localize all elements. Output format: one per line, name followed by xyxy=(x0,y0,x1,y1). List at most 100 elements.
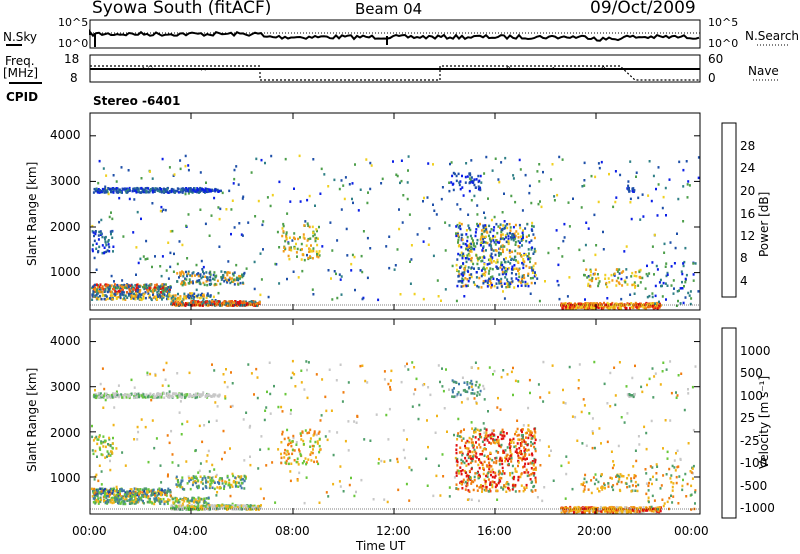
power-data-point xyxy=(102,167,105,170)
velocity-data-point xyxy=(257,508,260,511)
velocity-data-point xyxy=(236,507,239,511)
power-data-point xyxy=(167,277,170,280)
velocity-data-point xyxy=(235,481,238,484)
power-data-point xyxy=(327,185,330,188)
velocity-data-point xyxy=(223,487,225,490)
power-data-point xyxy=(377,298,380,302)
power-data-point xyxy=(523,276,526,280)
power-data-point xyxy=(224,276,227,280)
power-data-point xyxy=(467,245,470,249)
velocity-data-point xyxy=(152,488,155,492)
power-data-point xyxy=(190,294,193,298)
velocity-data-point xyxy=(289,412,292,415)
velocity-data-point xyxy=(247,504,250,508)
power-data-point xyxy=(208,189,211,193)
velocity-data-point xyxy=(104,490,107,493)
power-data-point xyxy=(192,281,194,285)
velocity-data-point xyxy=(206,505,209,508)
power-data-point xyxy=(212,273,215,277)
power-data-point xyxy=(229,300,232,303)
power-data-point xyxy=(470,242,473,246)
power-data-point xyxy=(135,283,138,287)
power-data-point xyxy=(493,226,496,229)
power-data-point xyxy=(219,282,222,286)
power-data-point xyxy=(602,248,605,251)
power-data-point xyxy=(333,270,336,273)
power-data-point xyxy=(580,206,583,209)
power-data-point xyxy=(585,268,588,271)
power-data-point xyxy=(666,273,669,276)
velocity-data-point xyxy=(478,499,480,503)
velocity-data-point xyxy=(218,485,221,489)
power-data-point xyxy=(626,283,629,286)
power-data-point xyxy=(164,289,167,293)
power-data-point xyxy=(158,294,161,297)
power-data-point xyxy=(115,180,118,183)
velocity-data-point xyxy=(460,458,463,462)
velocity-data-point xyxy=(661,370,664,373)
velocity-data-point xyxy=(295,441,298,444)
power-data-point xyxy=(211,189,214,192)
power-data-point xyxy=(95,187,98,190)
velocity-data-point xyxy=(197,508,200,512)
velocity-data-point xyxy=(194,481,197,485)
velocity-data-point xyxy=(129,490,132,493)
power-data-point xyxy=(177,301,180,304)
velocity-data-point xyxy=(231,502,234,506)
power-data-point xyxy=(639,275,642,279)
velocity-data-point xyxy=(298,450,301,453)
power-data-point xyxy=(597,282,600,285)
power-data-point xyxy=(484,241,487,244)
velocity-data-point xyxy=(335,379,338,382)
power-data-point xyxy=(490,255,493,258)
power-data-point xyxy=(335,272,337,276)
cpid-value: Stereo -6401 xyxy=(93,94,181,108)
power-data-point xyxy=(157,295,159,298)
power-data-point xyxy=(336,296,339,300)
power-data-point xyxy=(468,254,471,257)
power-data-point xyxy=(149,170,151,173)
power-data-point xyxy=(190,301,193,305)
power-data-point xyxy=(361,297,364,301)
velocity-data-point xyxy=(100,498,102,502)
station-title: Syowa South (fitACF) xyxy=(92,0,272,18)
power-data-point xyxy=(590,270,592,273)
power-data-point xyxy=(184,277,187,280)
power-data-point xyxy=(132,295,135,298)
power-data-point xyxy=(458,221,461,225)
velocity-data-point xyxy=(208,486,211,490)
velocity-data-point xyxy=(130,497,133,500)
power-data-point xyxy=(620,277,623,281)
velocity-data-point xyxy=(175,392,178,396)
power-data-point xyxy=(228,276,231,280)
power-data-point xyxy=(409,282,412,285)
power-data-point xyxy=(459,266,462,269)
power-data-point xyxy=(519,252,521,255)
power-data-point xyxy=(480,236,483,239)
power-data-point xyxy=(154,187,157,190)
velocity-data-point xyxy=(500,375,503,379)
power-data-point xyxy=(198,190,201,193)
velocity-ytick-2000: 2000 xyxy=(50,426,81,440)
velocity-data-point xyxy=(687,388,689,391)
power-data-point xyxy=(199,282,202,286)
velocity-data-point xyxy=(476,428,479,432)
power-data-point xyxy=(489,257,492,261)
power-data-point xyxy=(642,215,645,218)
power-data-point xyxy=(589,274,592,277)
power-data-point xyxy=(657,166,660,169)
velocity-data-point xyxy=(229,447,231,450)
velocity-data-point xyxy=(591,417,594,420)
power-data-point xyxy=(469,234,472,238)
power-data-point xyxy=(188,302,191,305)
velocity-data-point xyxy=(342,391,345,394)
velocity-data-point xyxy=(223,504,226,508)
velocity-data-point xyxy=(208,394,211,397)
velocity-data-point xyxy=(223,451,226,454)
power-data-point xyxy=(503,226,506,230)
power-data-point xyxy=(459,253,462,257)
power-data-point xyxy=(181,243,184,247)
velocity-data-point xyxy=(177,501,180,504)
power-data-point xyxy=(642,306,645,309)
velocity-data-point xyxy=(94,394,97,397)
